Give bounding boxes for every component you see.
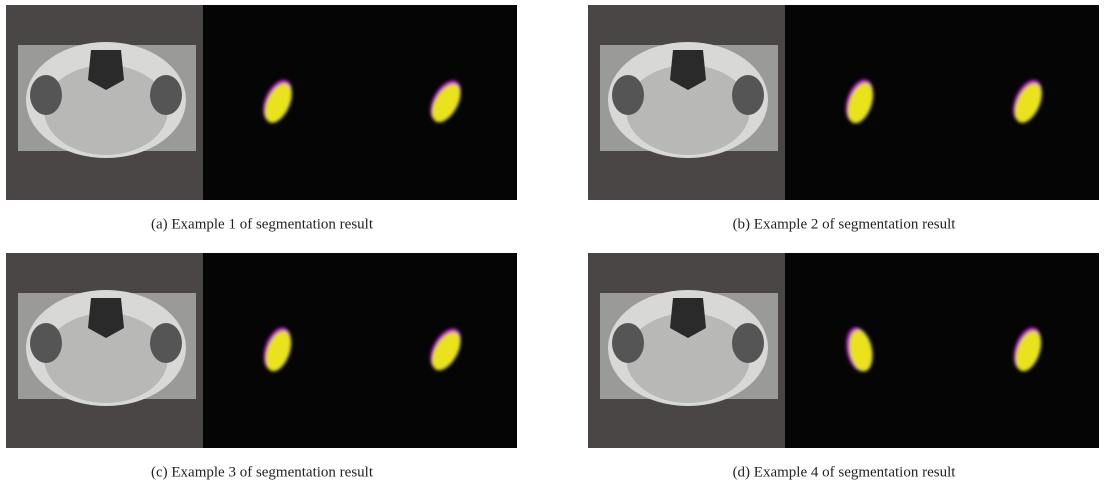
ct-ear-right <box>732 323 764 363</box>
segmentation-background <box>785 5 1099 200</box>
caption: (c) Example 3 of segmentation result <box>151 464 374 480</box>
ct-ear-right <box>150 323 182 363</box>
ct-ear-right <box>732 75 764 115</box>
ct-ear-left <box>30 323 62 363</box>
ct-ear-left <box>30 75 62 115</box>
caption: (d) Example 4 of segmentation result <box>733 464 957 480</box>
panel <box>588 5 1099 200</box>
ct-ear-left <box>612 323 644 363</box>
segmentation-background <box>785 253 1099 448</box>
ct-ear-right <box>150 75 182 115</box>
panel <box>6 253 517 448</box>
ct-ear-left <box>612 75 644 115</box>
caption: (a) Example 1 of segmentation result <box>151 216 374 232</box>
figure: (a) Example 1 of segmentation result (b) … <box>0 0 1107 481</box>
panel <box>588 253 1099 448</box>
segmentation-background <box>203 5 517 200</box>
segmentation-background <box>203 253 517 448</box>
caption: (b) Example 2 of segmentation result <box>733 216 957 232</box>
panel <box>6 5 517 200</box>
